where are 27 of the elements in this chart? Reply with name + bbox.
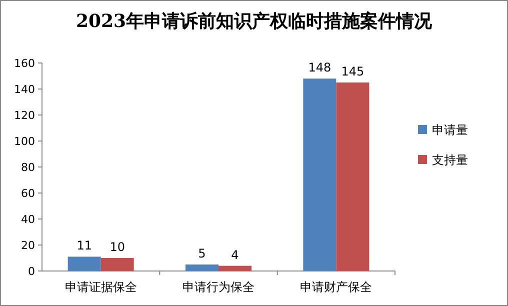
bar xyxy=(336,82,370,271)
bar xyxy=(68,256,101,271)
data-label: 4 xyxy=(231,248,239,262)
bar xyxy=(100,258,134,271)
y-tick-label: 20 xyxy=(21,239,35,252)
x-tick-label: 申请行为保全 xyxy=(182,280,254,294)
data-label: 148 xyxy=(308,60,332,75)
bar xyxy=(186,264,218,271)
bar xyxy=(218,266,252,271)
y-tick-label: 100 xyxy=(14,135,35,148)
legend-label: 申请量 xyxy=(432,123,468,137)
legend-label: 支持量 xyxy=(432,153,468,167)
y-tick-label: 40 xyxy=(21,213,35,226)
x-tick-label: 申请证据保全 xyxy=(64,280,137,294)
bar xyxy=(303,78,336,271)
y-tick-label: 160 xyxy=(14,57,35,70)
y-tick-label: 0 xyxy=(28,265,35,278)
y-tick-label: 120 xyxy=(14,109,35,122)
y-tick-label: 80 xyxy=(21,161,35,174)
data-label: 11 xyxy=(76,238,92,253)
data-label: 10 xyxy=(110,240,125,254)
data-label: 5 xyxy=(198,246,206,260)
y-tick-label: 60 xyxy=(21,187,35,200)
chart-title: 2023年申请诉前知识产权临时措施案件情况 xyxy=(76,11,434,32)
x-tick-label: 申请财产保全 xyxy=(300,280,372,294)
y-tick-label: 140 xyxy=(14,83,35,96)
data-label: 145 xyxy=(341,64,364,78)
